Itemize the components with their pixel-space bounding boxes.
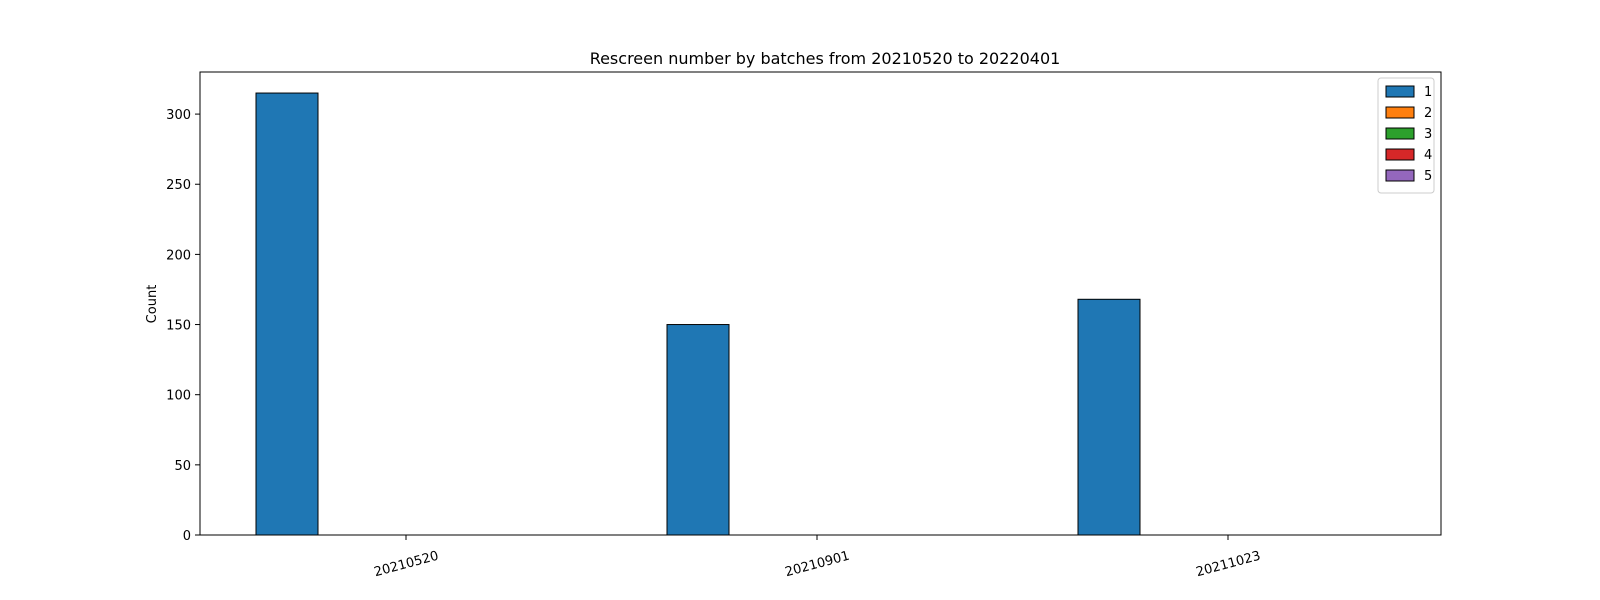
x-tick-label: 20210520: [372, 549, 440, 581]
legend: 1 2 3 4 5: [1377, 77, 1435, 194]
y-tick-label: 300: [166, 108, 191, 123]
legend-label: 4: [1424, 148, 1432, 163]
legend-swatch-4: [1385, 148, 1415, 161]
y-axis-label: Count: [145, 285, 160, 324]
y-tick-label: 100: [166, 389, 191, 404]
y-tick-label: 250: [166, 178, 191, 193]
axes-frame: [199, 71, 1442, 536]
y-tick-label: 200: [166, 248, 191, 263]
legend-swatch-3: [1385, 127, 1415, 140]
legend-swatch-5: [1385, 169, 1415, 182]
x-tick-label: 20211023: [1194, 549, 1262, 581]
legend-label: 2: [1424, 106, 1432, 121]
bar-series-1-20210901: [666, 324, 730, 536]
legend-label: 1: [1424, 85, 1432, 100]
legend-swatch-2: [1385, 106, 1415, 119]
legend-swatch-1: [1385, 85, 1415, 98]
y-tick-label: 150: [166, 319, 191, 334]
chart-title: Rescreen number by batches from 20210520…: [590, 49, 1061, 68]
x-tick-label: 20210901: [783, 549, 851, 581]
y-tick-label: 50: [174, 459, 191, 474]
plot-area: 0 50 100 150 200 250 300 20210520 20210901 202110…: [166, 71, 1442, 581]
legend-label: 3: [1424, 127, 1432, 142]
bar-series-1-20211023: [1077, 298, 1141, 536]
y-tick-label: 0: [183, 529, 191, 544]
bar-series-1-20210520: [255, 92, 319, 536]
legend-label: 5: [1424, 169, 1432, 184]
